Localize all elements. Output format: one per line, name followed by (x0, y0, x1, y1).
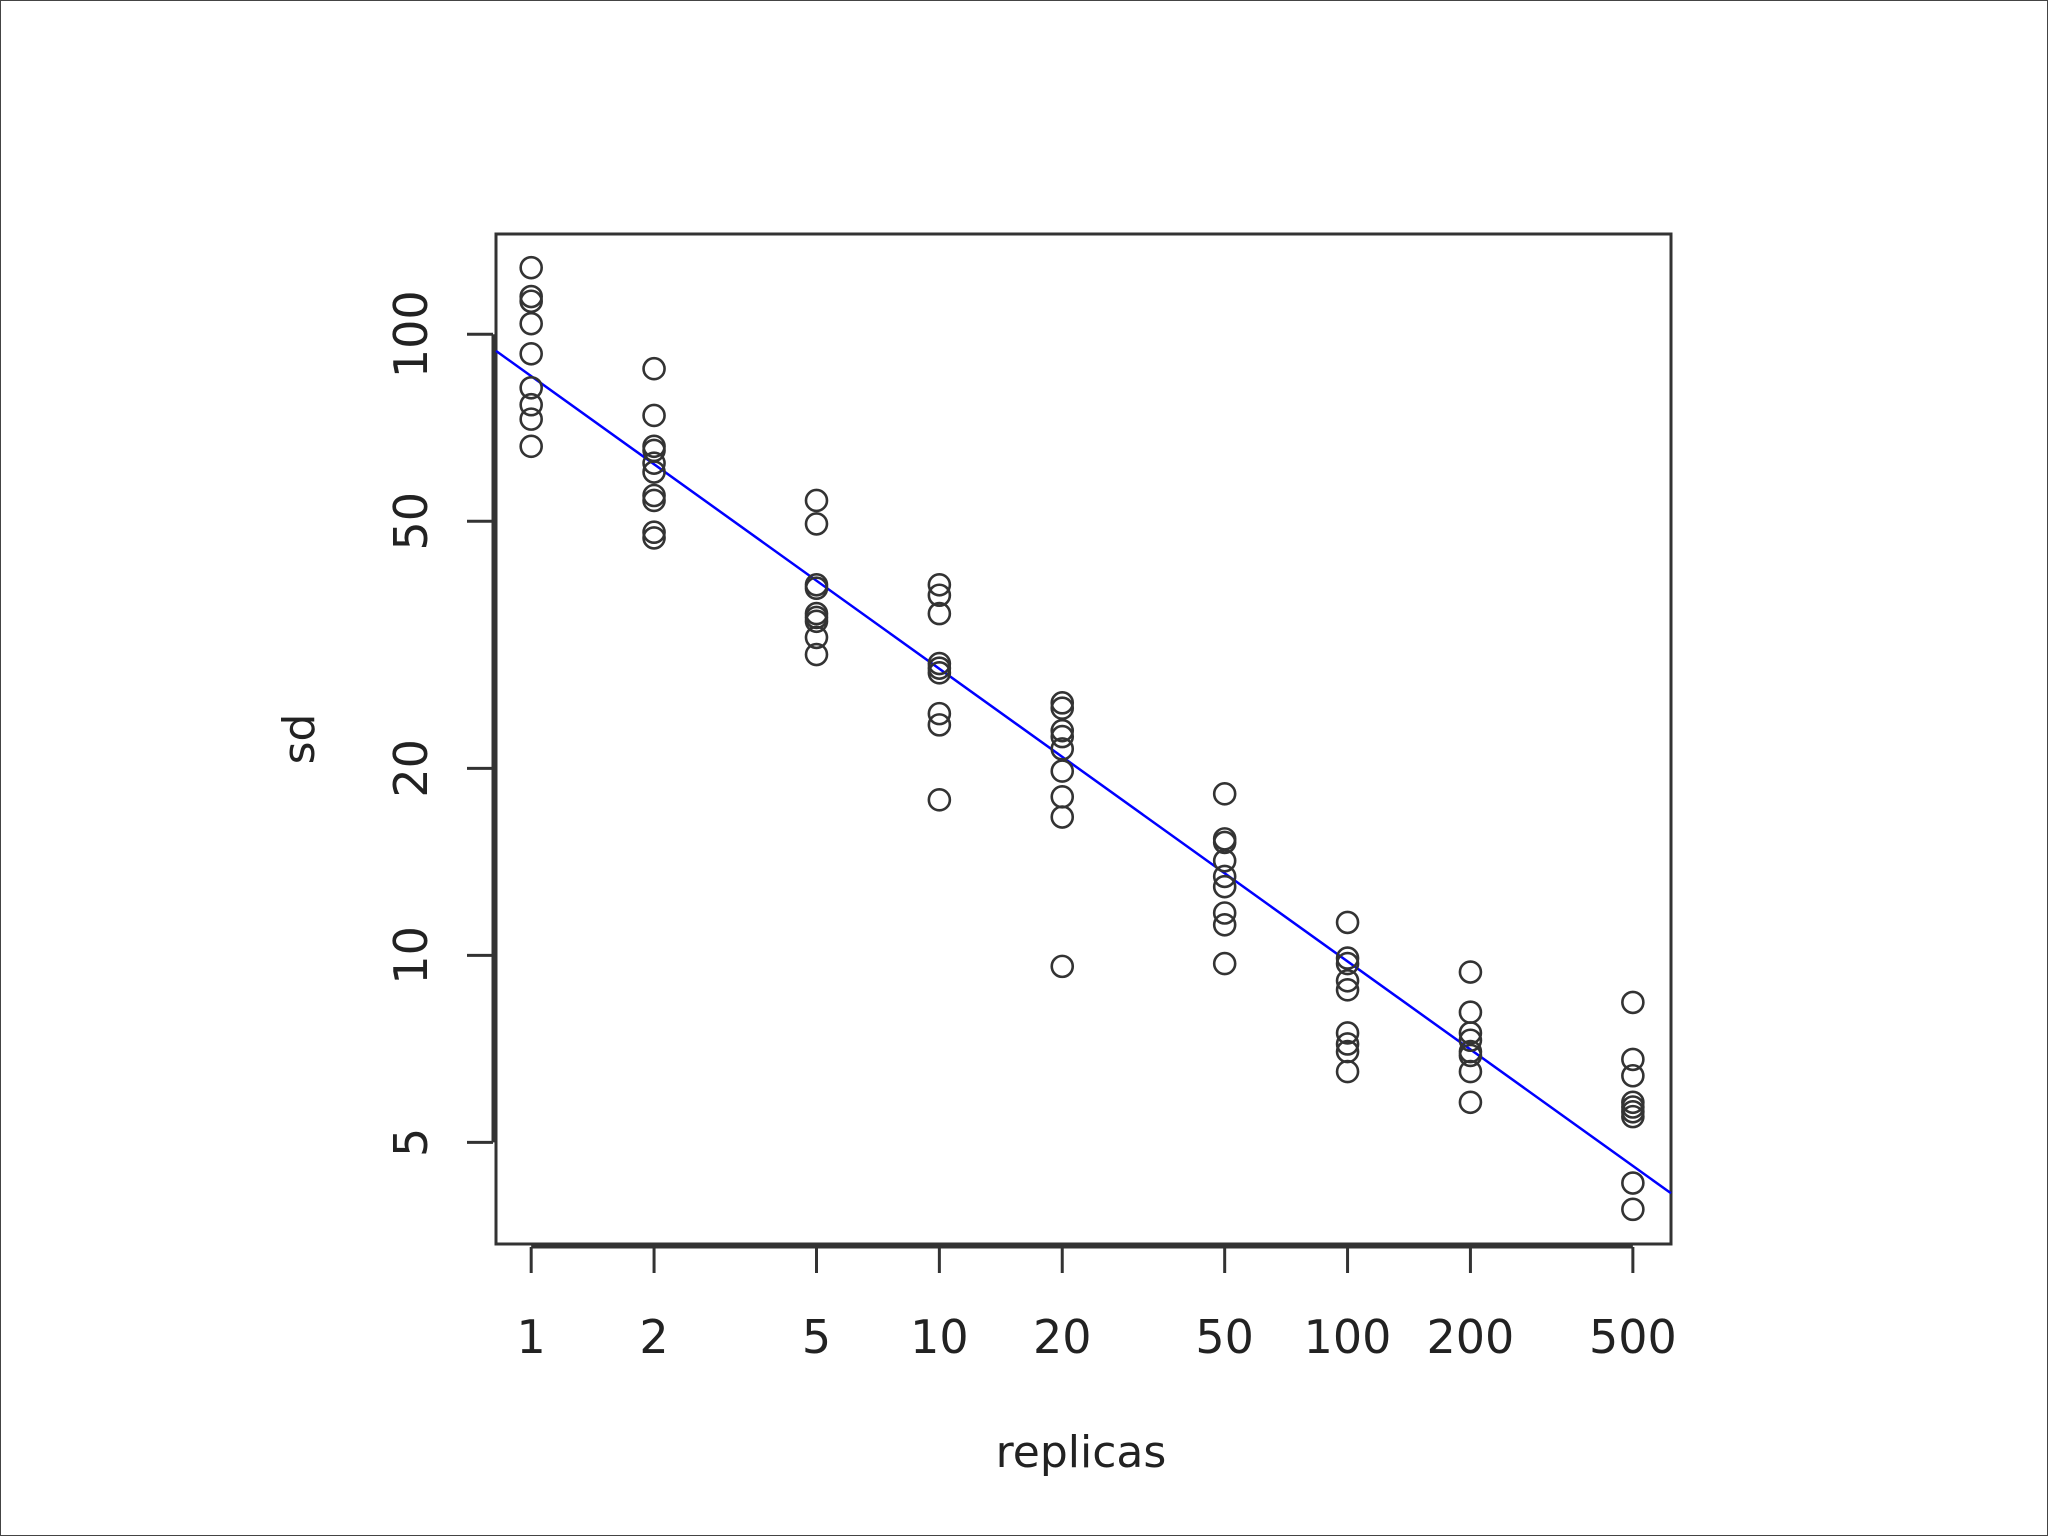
data-point (519, 375, 543, 400)
data-point (1212, 830, 1237, 855)
data-point (642, 460, 666, 484)
data-point (1050, 718, 1075, 743)
data-point (1212, 874, 1237, 899)
data-point (1621, 1104, 1645, 1129)
data-point (804, 625, 829, 650)
x-tick-label: 1 (517, 1310, 546, 1364)
data-point (1212, 782, 1237, 806)
data-point (1335, 968, 1360, 993)
data-point (1458, 1021, 1483, 1045)
data-point (1212, 951, 1237, 976)
y-tick-label: 50 (384, 492, 438, 551)
y-tick-label: 100 (384, 290, 438, 378)
x-tick-label: 50 (1195, 1310, 1254, 1364)
data-point (927, 583, 952, 608)
data-point (1050, 805, 1075, 829)
data-point (1212, 848, 1237, 873)
plot-box (494, 232, 1673, 1246)
data-point (519, 342, 543, 366)
data-point (1621, 1063, 1645, 1088)
data-point (519, 434, 543, 459)
data-point (1050, 691, 1075, 715)
data-point (519, 311, 543, 336)
data-point (804, 609, 829, 634)
data-point (1335, 946, 1360, 970)
data-point (1458, 1000, 1483, 1025)
y-axis-title: sd (274, 714, 325, 765)
data-point (519, 407, 543, 431)
data-point (1335, 951, 1360, 976)
data-point (1621, 1171, 1645, 1195)
data-point (1335, 978, 1360, 1002)
data-point (642, 483, 666, 508)
data-point (519, 255, 543, 280)
data-point (804, 642, 829, 667)
data-point (804, 488, 829, 513)
data-point (1212, 912, 1237, 937)
data-point (642, 403, 666, 428)
data-point (519, 289, 543, 314)
data-point (1458, 1059, 1483, 1084)
data-point (1621, 1047, 1645, 1072)
data-point (1458, 960, 1483, 984)
data-point (1458, 1028, 1483, 1053)
data-point (1458, 1090, 1483, 1115)
data-point (804, 512, 829, 536)
x-tick-label: 10 (910, 1310, 969, 1364)
data-point (642, 356, 666, 381)
data-point (1458, 1043, 1483, 1068)
data-point (1621, 990, 1645, 1015)
data-point (1212, 901, 1237, 925)
data-point (804, 576, 829, 601)
y-tick-label: 10 (384, 926, 438, 985)
data-point (1335, 1059, 1360, 1084)
data-point (927, 701, 952, 726)
data-point (642, 451, 666, 475)
data-point (1335, 910, 1360, 935)
data-point (642, 526, 666, 550)
fit-line (495, 349, 1672, 1195)
data-point (1050, 759, 1075, 783)
y-tick-label: 5 (384, 1128, 438, 1157)
data-point (1050, 696, 1075, 720)
data-point (927, 713, 952, 737)
x-tick-label: 500 (1589, 1310, 1677, 1364)
y-tick-label: 20 (384, 739, 438, 798)
data-point (927, 661, 952, 685)
x-tick-label: 5 (802, 1310, 831, 1364)
data-point (519, 392, 543, 417)
data-point (1335, 1032, 1360, 1056)
data-point (519, 284, 543, 309)
x-tick-label: 100 (1304, 1310, 1392, 1364)
data-point (1050, 954, 1075, 979)
data-point (642, 520, 666, 545)
x-tick-label: 2 (639, 1310, 668, 1364)
data-point (927, 788, 952, 812)
data-point (1050, 724, 1075, 749)
data-point (642, 488, 666, 513)
data-point (1050, 785, 1075, 809)
x-axis-title: replicas (996, 1427, 1167, 1478)
data-point (1621, 1197, 1645, 1222)
data-point (927, 572, 952, 597)
x-tick-label: 200 (1427, 1310, 1515, 1364)
x-tick-label: 20 (1033, 1310, 1092, 1364)
data-point (927, 601, 952, 626)
data-point (1335, 1021, 1360, 1045)
data-point (1212, 864, 1237, 889)
